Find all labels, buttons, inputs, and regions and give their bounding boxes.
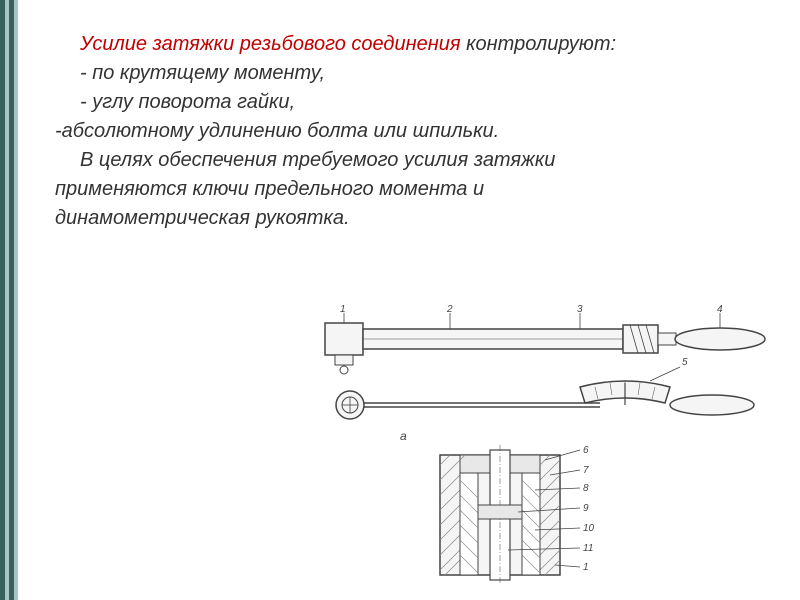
svg-text:9: 9 bbox=[583, 503, 589, 514]
text-content: Усилие затяжки резьбового соединения кон… bbox=[0, 0, 800, 253]
decorative-left-border bbox=[0, 0, 18, 600]
text-line-4: -абсолютному удлинению болта или шпильки… bbox=[55, 117, 760, 146]
text-line-7: динамометрическая рукоятка. bbox=[55, 204, 760, 233]
svg-text:3: 3 bbox=[577, 305, 583, 315]
svg-text:7: 7 bbox=[583, 465, 589, 476]
highlighted-phrase: Усилие затяжки резьбового соединения bbox=[80, 33, 461, 55]
text-remainder: контролируют: bbox=[461, 33, 617, 55]
svg-text:5: 5 bbox=[682, 357, 688, 368]
torque-wrench-middle: 5 bbox=[336, 357, 754, 419]
svg-text:11: 11 bbox=[583, 543, 593, 554]
text-line-6: применяются ключи предельного момента и bbox=[55, 175, 760, 204]
svg-text:4: 4 bbox=[717, 305, 723, 315]
text-line-2: - по крутящему моменту, bbox=[80, 59, 760, 88]
technical-diagram: 1 2 3 4 bbox=[300, 305, 780, 585]
border-stripe bbox=[14, 0, 18, 600]
svg-text:10: 10 bbox=[583, 523, 595, 534]
svg-text:1: 1 bbox=[340, 305, 346, 315]
svg-text:а: а bbox=[400, 429, 407, 443]
svg-text:1: 1 bbox=[583, 562, 589, 573]
svg-text:8: 8 bbox=[583, 483, 589, 494]
text-line-5: В целях обеспечения требуемого усилия за… bbox=[80, 146, 760, 175]
diagram-svg: 1 2 3 4 bbox=[300, 305, 780, 585]
svg-text:6: 6 bbox=[583, 445, 589, 456]
text-line-1: Усилие затяжки резьбового соединения кон… bbox=[80, 30, 760, 59]
svg-text:2: 2 bbox=[446, 305, 453, 315]
text-line-3: - углу поворота гайки, bbox=[80, 88, 760, 117]
wrench-top: 1 2 3 4 bbox=[325, 305, 765, 374]
cross-section-bottom: 6 7 8 9 10 11 1 а bbox=[400, 429, 595, 583]
